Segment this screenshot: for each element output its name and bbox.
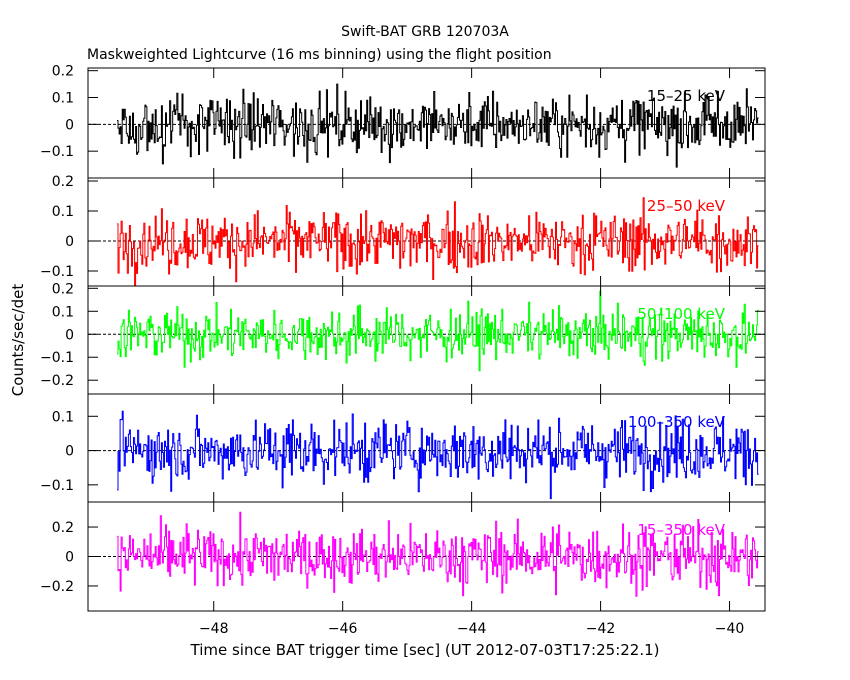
series-label: 15–350 keV [637,521,725,539]
y-axis-label: Counts/sec/det [9,284,27,397]
chart-title: Swift-BAT GRB 120703A [341,24,509,40]
panel-1: 0.2 0.1 0 −0.1 15–25 keV [40,64,766,179]
panel-4: 0.1 0 −0.1 100–350 keV [40,393,766,503]
y-tick-label: 0.2 [52,64,74,80]
x-tick-label: −46 [328,621,358,637]
panel-5: 0.2 0 −0.2 15–350 keV [40,501,766,612]
y-tick-label: 0 [65,444,74,460]
series-label: 25–50 keV [647,197,726,215]
series-label: 15–25 keV [647,87,726,105]
series-line [117,290,759,372]
y-tick-label: 0 [65,234,74,250]
y-tick-label: 0.2 [52,520,74,536]
series-line [117,410,759,500]
y-tick-label: 0.1 [52,304,74,320]
panel-3: 0.2 0.1 0 −0.1 −0.2 50–100 keV [40,281,766,395]
x-axis-label: Time since BAT trigger time [sec] (UT 20… [190,641,660,659]
x-axis: −48 −46 −44 −42 −40 [199,621,744,637]
x-tick-label: −40 [715,621,745,637]
x-tick-label: −42 [586,621,616,637]
y-tick-label: 0.1 [52,204,74,220]
y-tick-label: 0.1 [52,409,74,425]
y-tick-label: −0.1 [40,264,74,280]
y-tick-label: 0 [65,550,74,566]
y-tick-label: 0 [65,327,74,343]
y-tick-label: 0 [65,117,74,133]
y-tick-label: 0.2 [52,281,74,297]
x-tick-label: −48 [199,621,229,637]
chart-subtitle: Maskweighted Lightcurve (16 ms binning) … [87,47,552,63]
series-line [117,197,759,287]
panel-2: 0.2 0.1 0 −0.1 25–50 keV [40,174,766,287]
y-tick-label: −0.2 [40,373,74,389]
x-tick-label: −44 [457,621,487,637]
series-line [117,511,759,597]
y-tick-label: −0.1 [40,144,74,160]
y-tick-label: 0.2 [52,174,74,190]
series-label: 100–350 keV [628,413,726,431]
panels-group: 0.2 0.1 0 −0.1 15–25 keV 0.2 0.1 0 −0.1 25–50 keV… [40,64,766,612]
series-line [117,83,759,168]
series-label: 50–100 keV [637,305,725,323]
y-tick-label: −0.2 [40,579,74,595]
y-tick-label: −0.1 [40,478,74,494]
y-tick-label: −0.1 [40,350,74,366]
y-tick-label: 0.1 [52,91,74,107]
